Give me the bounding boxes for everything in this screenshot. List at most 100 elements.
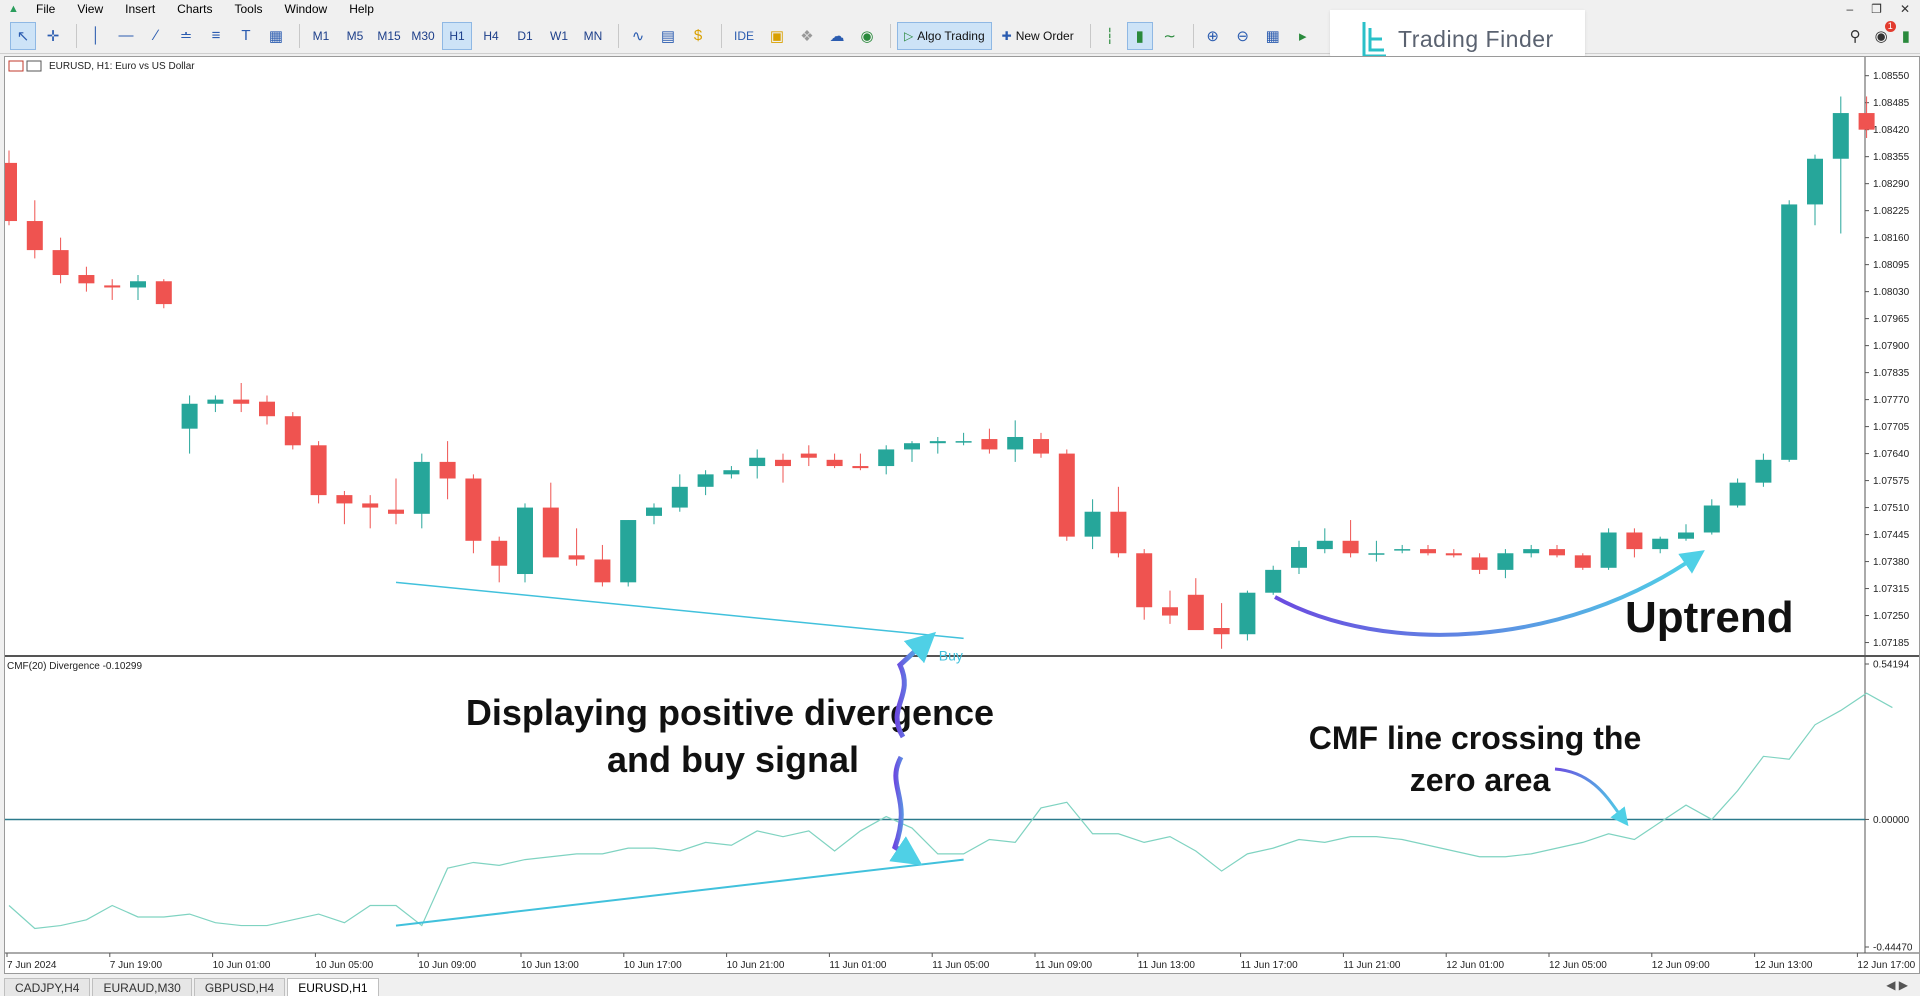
zoom-in-icon[interactable]: ⊕ [1206,27,1219,45]
period-icon [26,60,42,72]
tab-eurusd-h1[interactable]: EURUSD,H1 [287,978,379,996]
algo-trading-button[interactable]: ▷ Algo Trading [897,21,992,50]
timeframe-m1[interactable]: M1 [312,28,330,43]
tile-windows-icon[interactable]: ▦ [1265,27,1280,45]
timeframe-mn[interactable]: MN [583,28,603,43]
price-axis-label: 1.07900 [1873,341,1910,352]
uptrend-label: Uptrend [1625,593,1794,642]
dollar-icon[interactable]: $ [693,27,703,44]
price-axis-label: 1.08485 [1873,98,1910,109]
bar-chart-icon[interactable]: ┆ [1105,27,1115,45]
candle-body [1445,553,1462,556]
divergence-annotation-line1: Displaying positive divergence [466,692,994,733]
divergence-annotation-line2: and buy signal [607,739,859,780]
cursor-icon[interactable]: ↖ [10,21,36,50]
candle-body [749,457,766,467]
price-axis-label: 1.07835 [1873,368,1910,379]
line-chart-icon[interactable]: ∼ [1163,27,1176,45]
candle-body [1807,158,1823,205]
chart-shift-icon[interactable]: ▸ [1298,27,1307,45]
price-axis-label: 1.08095 [1873,260,1910,271]
right-toolbar: ⚲ ◉ 1 ▮ [1850,18,1910,54]
price-axis-label: 1.07705 [1873,422,1910,433]
price-axis-label: 1.07315 [1873,584,1910,595]
timeframe-h1[interactable]: H1 [442,21,472,50]
price-axis-label: 1.07575 [1873,476,1910,487]
menu-help[interactable]: Help [349,2,374,16]
timeframe-w1[interactable]: W1 [550,28,568,43]
cloud-icon[interactable]: ☁ [829,27,845,45]
ide-button[interactable]: IDE [734,28,755,43]
shapes-icon[interactable]: ▦ [268,27,284,45]
candle-body [1497,553,1514,570]
signal-strength-icon: ▮ [1901,28,1910,45]
price-axis-label: 1.07510 [1873,503,1910,514]
candlestick-icon[interactable]: ▮ [1126,21,1153,50]
timeframe-m5[interactable]: M5 [346,28,364,43]
price-axis-label: 1.08290 [1873,179,1910,190]
menu-file[interactable]: File [36,2,56,16]
timeframe-h4[interactable]: H4 [483,28,499,43]
vertical-line-icon[interactable]: │ [91,27,101,44]
horizontal-line-icon[interactable]: — [118,27,134,44]
buy-signal-label: Buy [939,648,963,664]
templates-icon[interactable]: ▤ [660,27,676,45]
notifications-icon[interactable]: ◉ 1 [1875,21,1896,45]
zoom-out-icon[interactable]: ⊖ [1236,27,1249,45]
new-order-button[interactable]: ✚ New Order [996,22,1080,50]
timeframe-m30[interactable]: M30 [411,28,435,43]
brand-name: Trading Finder [1398,25,1554,52]
candle-body [1033,439,1049,454]
cmf-divergence-line [395,858,964,927]
close-icon[interactable]: ✕ [1899,2,1910,16]
menu-charts[interactable]: Charts [177,2,213,16]
channel-icon[interactable]: ≐ [179,27,193,45]
tab-euraud-m30[interactable]: EURAUD,M30 [92,978,192,996]
new-order-label: New Order [1015,28,1074,43]
time-axis-label: 11 Jun 09:00 [1035,960,1093,971]
text-tool-icon[interactable]: T [241,27,251,44]
time-axis-label: 11 Jun 05:00 [932,960,990,971]
chart-canvas[interactable]: 1.08550 1.08485 1.08420 1.08355 1.08290 1.082… [5,57,1919,973]
indicator-axis-label: 0.00000 [1873,815,1910,826]
menu-window[interactable]: Window [284,2,328,16]
cmf-divergence-arrow [889,755,923,866]
candle-body [1265,569,1282,593]
candle-body [1291,547,1307,568]
cmf-annotation-line2: zero area [1410,762,1551,798]
search-icon[interactable]: ⚲ [1849,28,1861,45]
timeframe-d1[interactable]: D1 [517,28,533,43]
cmf-line [8,692,1893,930]
restore-icon[interactable]: ❐ [1871,2,1882,16]
fibonacci-icon[interactable]: ≡ [211,27,221,44]
candle-body [207,399,224,404]
chart-window[interactable]: 1.08550 1.08485 1.08420 1.08355 1.08290 1.082… [4,56,1920,974]
candle-body [594,559,611,583]
menu-insert[interactable]: Insert [125,2,156,16]
indicator-axis-label: -0.44470 [1873,943,1913,954]
trendline-icon[interactable]: ∕ [154,27,158,44]
menu-view[interactable]: View [77,2,104,16]
menu-tools[interactable]: Tools [234,2,263,16]
tab-cadjpy-h4[interactable]: CADJPY,H4 [4,978,91,996]
candle-body [52,250,69,276]
candle-body [1162,607,1178,616]
chart-type-icon[interactable]: ∿ [631,27,645,45]
lock-icon[interactable]: ▣ [769,27,785,45]
time-axis-label: 11 Jun 21:00 [1343,960,1401,971]
candle-body [1858,113,1875,130]
price-axis-label: 1.08160 [1873,233,1910,244]
price-divergence-arrow [894,631,937,739]
signal-icon[interactable]: ❖ [800,27,814,45]
price-axis-label: 1.07965 [1873,314,1910,325]
toolbar-separator [890,23,892,48]
vps-icon[interactable]: ◉ [860,27,874,45]
timeframe-m15[interactable]: M15 [377,28,401,43]
minimize-icon[interactable]: – [1846,2,1854,16]
tabs-scroll-arrows[interactable]: ◀ ▶ [1886,978,1908,992]
tab-gbpusd-h4[interactable]: GBPUSD,H4 [193,978,286,996]
candle-body [697,474,714,487]
candle-body [259,401,275,417]
crosshair-icon[interactable]: ✛ [46,27,60,45]
candle-body [155,281,172,305]
